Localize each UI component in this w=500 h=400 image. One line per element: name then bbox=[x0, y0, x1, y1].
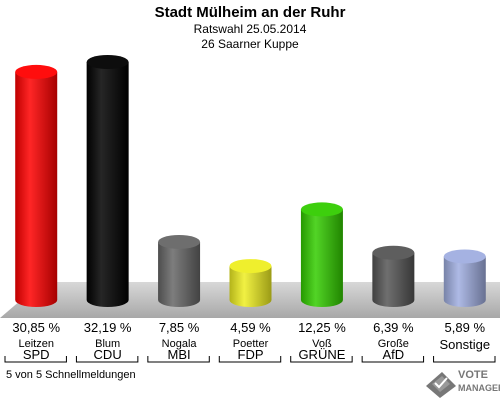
party-label: FDP bbox=[238, 347, 264, 362]
candidate-label: Nogala bbox=[162, 338, 198, 350]
bar-body bbox=[15, 71, 58, 307]
candidate-label: Poetter bbox=[233, 338, 269, 350]
value-label: 32,19 % bbox=[84, 320, 132, 335]
category-bracket bbox=[361, 356, 425, 363]
category-bracket bbox=[433, 356, 496, 363]
category-bracket bbox=[290, 356, 353, 363]
party-label: SPD bbox=[23, 347, 50, 362]
bar-body bbox=[158, 241, 201, 307]
bar-body bbox=[300, 209, 343, 307]
bar-body bbox=[372, 252, 415, 307]
value-label: 6,39 % bbox=[373, 320, 414, 335]
value-label: 30,85 % bbox=[12, 320, 60, 335]
bar-top bbox=[443, 249, 486, 264]
chart-title: Stadt Mülheim an der Ruhr bbox=[154, 4, 346, 21]
value-label: 5,89 % bbox=[445, 320, 486, 335]
logo-text-vote: VOTE bbox=[458, 369, 488, 381]
party-label: AfD bbox=[383, 347, 405, 362]
category-bracket bbox=[4, 356, 67, 363]
bar-top bbox=[372, 245, 415, 260]
value-label: 4,59 % bbox=[230, 320, 271, 335]
chart-subtitle-district: 26 Saarner Kuppe bbox=[201, 37, 299, 51]
category-bracket bbox=[75, 356, 139, 363]
chart-header: Stadt Mülheim an der Ruhr Ratswahl 25.05… bbox=[0, 4, 500, 52]
category-bracket bbox=[147, 356, 210, 363]
bar-top bbox=[158, 234, 201, 249]
candidate-label: Voß bbox=[312, 338, 332, 350]
party-label: CDU bbox=[94, 347, 122, 362]
chart-subtitle-election: Ratswahl 25.05.2014 bbox=[193, 22, 307, 36]
bar-top bbox=[229, 259, 272, 274]
bar-top bbox=[300, 202, 343, 217]
value-label: 12,25 % bbox=[298, 320, 346, 335]
bar-top bbox=[86, 55, 129, 69]
candidate-label: Große bbox=[378, 338, 409, 350]
bar-top bbox=[15, 64, 58, 79]
candidate-label: Leitzen bbox=[18, 338, 53, 350]
bar-body bbox=[86, 62, 129, 307]
category-bracket bbox=[218, 356, 282, 363]
ballot-box-icon bbox=[426, 372, 456, 398]
party-label: MBI bbox=[168, 347, 191, 362]
candidate-label: Blum bbox=[95, 338, 120, 350]
value-label: 7,85 % bbox=[159, 320, 200, 335]
party-label: GRÜNE bbox=[298, 347, 345, 362]
reporting-status: 5 von 5 Schnellmeldungen bbox=[6, 369, 136, 381]
logo-text-manager: MANAGER bbox=[458, 383, 500, 393]
bar-body bbox=[229, 266, 272, 307]
party-label: Sonstige bbox=[439, 337, 490, 352]
bar-body bbox=[443, 256, 486, 307]
votemanager-logo: VOTE MANAGER bbox=[426, 369, 500, 398]
